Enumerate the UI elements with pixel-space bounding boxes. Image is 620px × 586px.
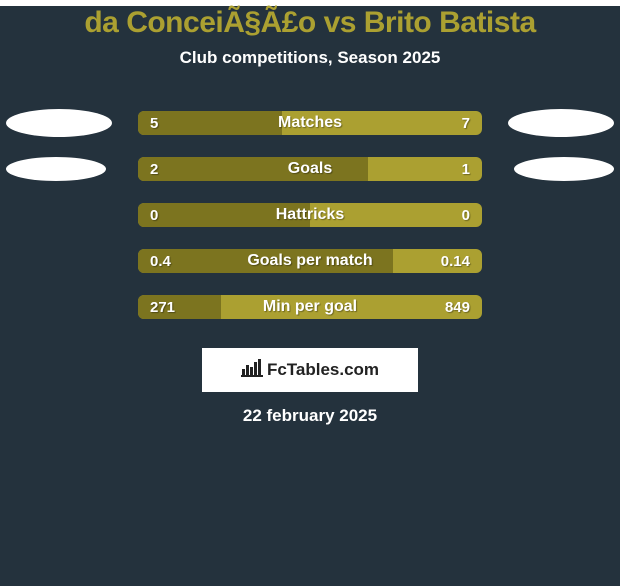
stat-row: 57Matches (0, 100, 620, 146)
player-right-marker (508, 109, 614, 137)
stat-value-left: 2 (150, 161, 158, 178)
footer-date: 22 february 2025 (0, 406, 620, 426)
comparison-chart: 57Matches21Goals00Hattricks0.40.14Goals … (0, 100, 620, 330)
stat-value-right: 0 (462, 207, 470, 224)
source-badge: FcTables.com (202, 348, 418, 392)
stat-bar: 21Goals (138, 157, 482, 181)
stat-bar-fill (138, 203, 310, 227)
stat-bar: 57Matches (138, 111, 482, 135)
stat-bar: 271849Min per goal (138, 295, 482, 319)
player-left-marker (6, 157, 106, 181)
stat-value-left: 0 (150, 207, 158, 224)
stat-value-left: 5 (150, 115, 158, 132)
stat-bar-fill (138, 157, 368, 181)
page-title: da ConceiÃ§Ã£o vs Brito Batista (0, 6, 620, 40)
stat-value-right: 7 (462, 115, 470, 132)
source-badge-text: FcTables.com (267, 360, 379, 380)
stat-value-left: 271 (150, 299, 175, 316)
stat-row: 0.40.14Goals per match (0, 238, 620, 284)
stat-bar: 0.40.14Goals per match (138, 249, 482, 273)
stat-bar-fill (138, 249, 393, 273)
stat-value-left: 0.4 (150, 253, 171, 270)
page-subtitle: Club competitions, Season 2025 (0, 48, 620, 68)
stat-row: 271849Min per goal (0, 284, 620, 330)
player-right-marker (514, 157, 614, 181)
stat-value-right: 849 (445, 299, 470, 316)
stat-value-right: 0.14 (441, 253, 470, 270)
stat-row: 00Hattricks (0, 192, 620, 238)
player-left-marker (6, 109, 112, 137)
stat-bar: 00Hattricks (138, 203, 482, 227)
stat-row: 21Goals (0, 146, 620, 192)
stat-value-right: 1 (462, 161, 470, 178)
infographic-container: da ConceiÃ§Ã£o vs Brito Batista Club com… (0, 6, 620, 586)
bar-chart-icon (241, 359, 263, 382)
stat-bar-fill (138, 111, 282, 135)
